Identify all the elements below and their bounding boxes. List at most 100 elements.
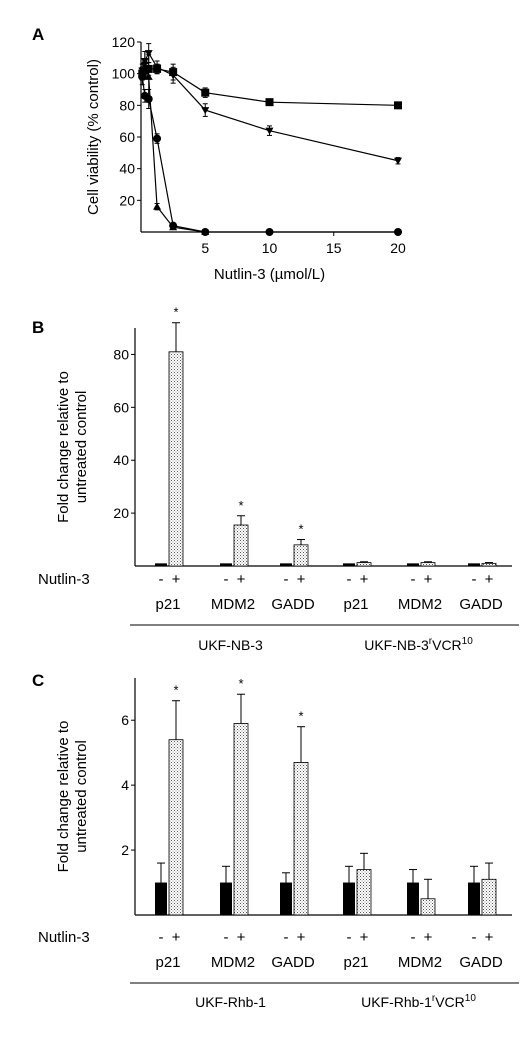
series-line-triangle-down xyxy=(141,51,399,162)
y-tick-label: 60 xyxy=(113,399,129,415)
group-label: UKF-NB-3 xyxy=(198,637,263,653)
data-point-square xyxy=(394,101,402,110)
sign-minus: - xyxy=(224,571,229,588)
y-tick-label: 40 xyxy=(113,452,129,468)
sign-minus: - xyxy=(347,571,352,588)
data-point-triangle-up xyxy=(144,72,153,80)
sign-plus: + xyxy=(297,929,306,946)
sign-minus: - xyxy=(284,571,289,588)
y-tick-label: 40 xyxy=(119,161,135,177)
group-label-name: UKF-Rhb-1 xyxy=(195,994,266,1010)
category-label: p21 xyxy=(155,954,180,971)
bar-nutlin-treated xyxy=(293,762,309,916)
sign-plus: + xyxy=(424,929,433,946)
sign-plus: + xyxy=(485,571,494,588)
data-point-circle xyxy=(153,134,162,143)
significance-asterisk: * xyxy=(173,683,178,698)
bar-nutlin-treated xyxy=(168,739,184,916)
bar-untreated xyxy=(407,563,419,566)
bar-nutlin-treated xyxy=(481,878,497,916)
y-tick-label: 6 xyxy=(121,712,129,728)
category-label: GADD xyxy=(459,596,503,613)
sign-minus: - xyxy=(411,571,416,588)
data-point-circle xyxy=(394,228,402,236)
y-axis-label: Fold change relative tountreated control xyxy=(55,721,90,873)
sign-minus: - xyxy=(224,929,229,946)
group-label-suffix-sup: 10 xyxy=(462,636,474,647)
significance-asterisk: * xyxy=(298,522,303,537)
category-label: MDM2 xyxy=(398,954,442,971)
data-point-square xyxy=(265,98,274,107)
sign-plus: + xyxy=(360,929,369,946)
y-tick-label: 2 xyxy=(121,842,129,858)
group-label: UKF-NB-3rVCR10 xyxy=(364,636,473,653)
group-label: UKF-Rhb-1 xyxy=(195,994,266,1010)
bar-nutlin-treated xyxy=(233,723,249,916)
group-label-name: UKF-Rhb-1 xyxy=(361,994,432,1010)
y-axis-label: Cell viability (% control) xyxy=(85,59,102,215)
category-label: MDM2 xyxy=(398,596,442,613)
data-point-triangle-down xyxy=(201,107,210,115)
y-tick-label: 80 xyxy=(119,97,135,113)
group-label-suffix: VCR xyxy=(435,994,465,1010)
significance-asterisk: * xyxy=(298,709,303,724)
bar-nutlin-treated xyxy=(356,562,372,567)
panel-c-letter: C xyxy=(32,671,44,690)
data-point-square xyxy=(201,88,210,97)
panel-a-line-chart: 20 40 60 80 100 120 5 10 15 20 Nutlin-3 (µmol/L) Ce… xyxy=(85,34,406,283)
bar-untreated xyxy=(343,563,355,566)
sign-minus: - xyxy=(159,929,164,946)
data-point-triangle-up xyxy=(140,57,149,64)
sign-plus: + xyxy=(360,571,369,588)
bar-nutlin-treated xyxy=(168,351,184,567)
x-tick-label: 10 xyxy=(262,240,278,256)
group-label-sup: r xyxy=(432,993,436,1004)
bar-untreated xyxy=(280,563,292,566)
bar-untreated xyxy=(343,882,355,915)
y-tick-label: 20 xyxy=(113,505,129,521)
y-axis-label-line-1: Fold change relative to xyxy=(55,721,72,873)
group-label-name: UKF-NB-3 xyxy=(198,637,263,653)
sign-minus: - xyxy=(472,571,477,588)
treatment-row-label: Nutlin-3 xyxy=(38,571,90,588)
category-label: GADD xyxy=(271,954,315,971)
bar-untreated xyxy=(468,563,480,566)
y-tick-label: 120 xyxy=(112,34,136,50)
data-point-triangle-down xyxy=(265,127,274,135)
x-tick-label: 15 xyxy=(326,240,342,256)
sign-plus: + xyxy=(237,571,246,588)
data-point-triangle-up xyxy=(138,69,147,77)
bar-untreated xyxy=(280,882,292,915)
category-label: p21 xyxy=(155,596,180,613)
sign-plus: + xyxy=(424,571,433,588)
y-tick-label: 80 xyxy=(113,346,129,362)
y-tick-label: 60 xyxy=(119,129,135,145)
y-axis-label-line-2: untreated control xyxy=(73,391,90,504)
y-axis-label: Fold change relative tountreated control xyxy=(55,371,90,523)
significance-asterisk: * xyxy=(238,676,243,691)
panel-a-letter: A xyxy=(32,25,44,44)
category-label: GADD xyxy=(271,596,315,613)
bar-nutlin-treated xyxy=(293,544,309,567)
bar-untreated xyxy=(155,882,167,915)
x-tick-label: 5 xyxy=(201,240,209,256)
bar-untreated xyxy=(220,563,232,566)
y-tick-label: 20 xyxy=(119,192,135,208)
bar-untreated xyxy=(155,563,167,566)
sign-plus: + xyxy=(237,929,246,946)
group-label-name: UKF-NB-3 xyxy=(364,637,429,653)
category-label: MDM2 xyxy=(211,596,255,613)
bar-nutlin-treated xyxy=(233,524,249,567)
bar-untreated xyxy=(468,882,480,915)
sign-plus: + xyxy=(297,571,306,588)
data-point-triangle-up xyxy=(201,228,210,235)
data-point-triangle-down xyxy=(394,157,402,165)
y-tick-label: 100 xyxy=(112,66,136,82)
group-label-suffix: VCR xyxy=(432,637,462,653)
data-point-triangle-up xyxy=(153,202,162,210)
bar-nutlin-treated xyxy=(420,562,436,567)
group-label-sup: r xyxy=(429,636,433,647)
y-tick-label: 4 xyxy=(121,777,129,793)
x-axis-label: Nutlin-3 (µmol/L) xyxy=(214,266,325,283)
